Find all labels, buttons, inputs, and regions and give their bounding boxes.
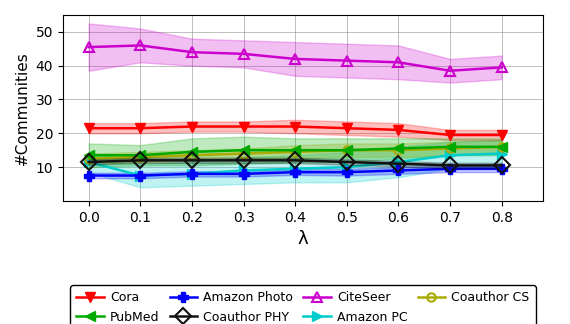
Legend: Cora, PubMed, Amazon Photo, Coauthor PHY, CiteSeer, Amazon PC, Coauthor CS: Cora, PubMed, Amazon Photo, Coauthor PHY… [70, 285, 536, 324]
X-axis label: λ: λ [298, 230, 308, 248]
Y-axis label: #Communities: #Communities [15, 51, 30, 165]
